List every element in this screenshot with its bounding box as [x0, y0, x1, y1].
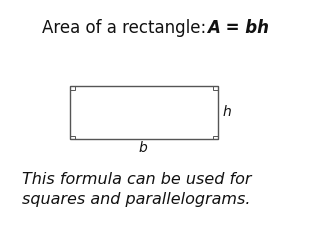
Bar	[70, 136, 75, 139]
Text: Area of a rectangle:: Area of a rectangle:	[42, 19, 216, 37]
Bar	[213, 86, 218, 90]
Bar	[70, 86, 218, 139]
Text: This formula can be used for
squares and parallelograms.: This formula can be used for squares and…	[22, 172, 252, 207]
Text: b: b	[138, 141, 147, 155]
Bar	[213, 136, 218, 139]
Text: A = bh: A = bh	[207, 19, 269, 37]
Text: h: h	[222, 105, 231, 119]
Bar	[70, 86, 75, 90]
